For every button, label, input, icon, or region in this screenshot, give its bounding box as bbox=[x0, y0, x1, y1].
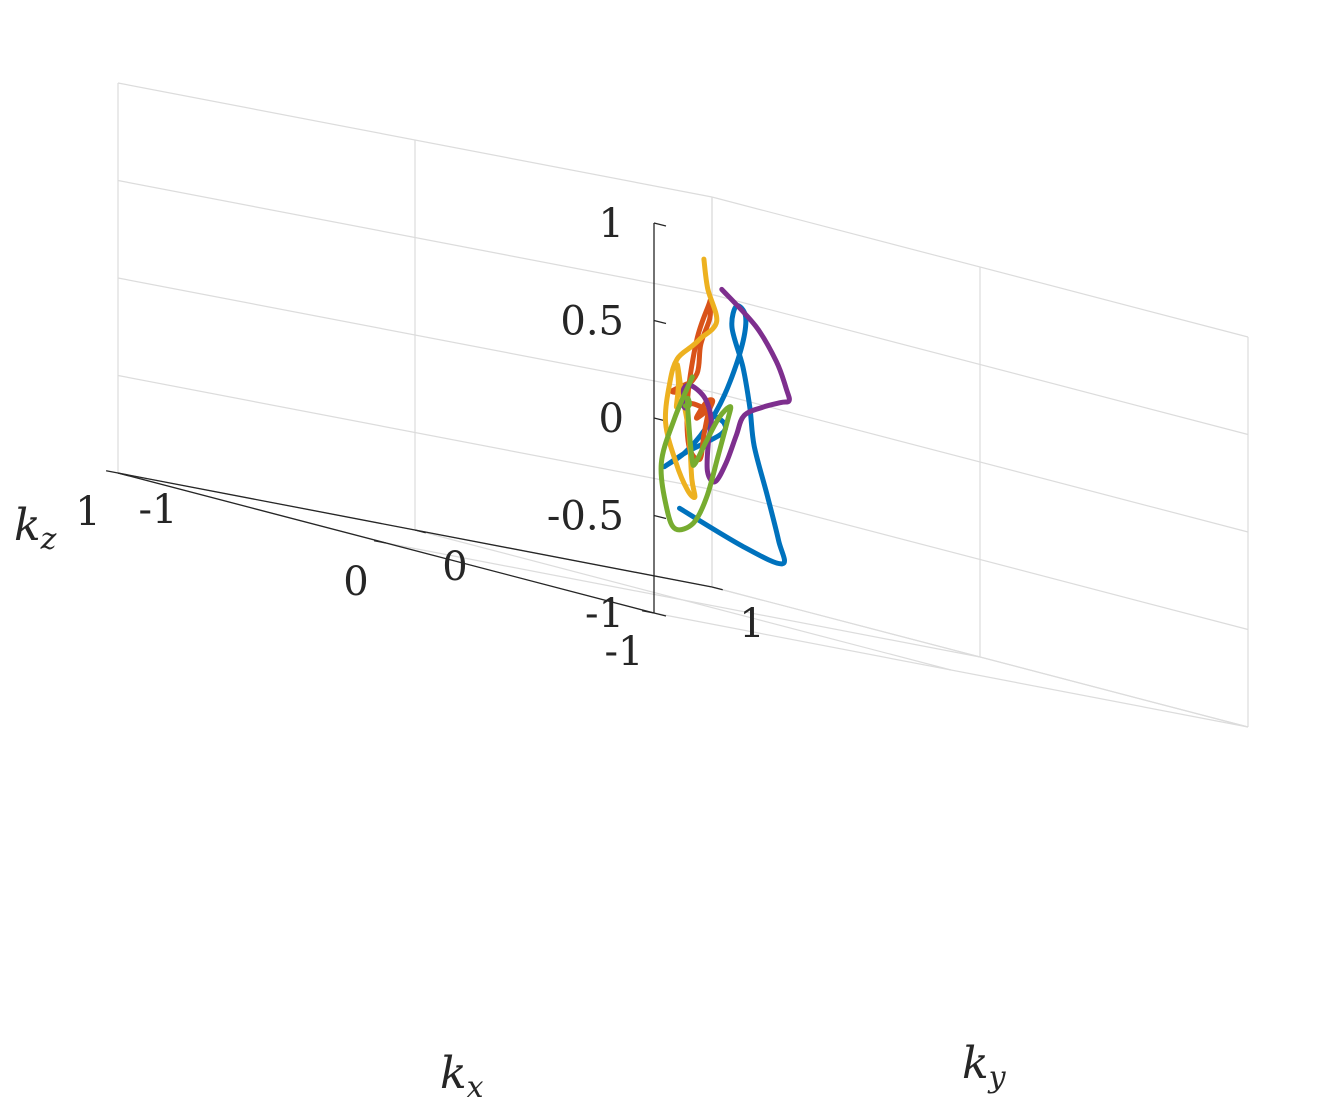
z-tick-mark bbox=[653, 222, 667, 227]
x-tick-label: 0 bbox=[343, 559, 368, 605]
z-tick-mark bbox=[653, 319, 667, 325]
series-line-4 bbox=[680, 286, 792, 485]
z-tick-mark bbox=[653, 514, 667, 520]
x-tick-mark bbox=[373, 540, 387, 544]
y-tick-label: 1 bbox=[739, 601, 764, 647]
z-axis-label: kz bbox=[14, 500, 57, 557]
z-tick-label: 0.5 bbox=[560, 299, 624, 345]
z-tick-label: 1 bbox=[599, 201, 624, 247]
grid-line bbox=[414, 529, 952, 671]
tick-labels: -1 -0.5 0 0.5 1 -1 0 1 -1 0 1 bbox=[75, 201, 764, 675]
axes bbox=[105, 222, 723, 617]
x-axis-label: kx bbox=[440, 1048, 484, 1105]
y-axis-label: ky bbox=[962, 1038, 1007, 1095]
x-tick-mark bbox=[641, 610, 655, 614]
series-layer bbox=[658, 256, 792, 567]
z-tick-label: -1 bbox=[585, 591, 624, 637]
x-tick-mark bbox=[105, 470, 119, 474]
y-tick-label: -1 bbox=[139, 487, 178, 533]
x-tick-label: -1 bbox=[605, 629, 644, 675]
y-tick-mark bbox=[117, 472, 129, 477]
z-tick-mark bbox=[653, 612, 667, 617]
z-tick-label: 0 bbox=[599, 396, 624, 442]
y-tick-mark bbox=[711, 586, 723, 591]
y-tick-label: 0 bbox=[442, 544, 467, 590]
x-tick-label: 1 bbox=[75, 489, 100, 535]
series-line-3 bbox=[662, 256, 720, 500]
y-tick-mark bbox=[414, 529, 426, 534]
series-line-5 bbox=[658, 374, 734, 533]
grid-line bbox=[711, 586, 1249, 728]
z-tick-label: -0.5 bbox=[547, 494, 624, 540]
